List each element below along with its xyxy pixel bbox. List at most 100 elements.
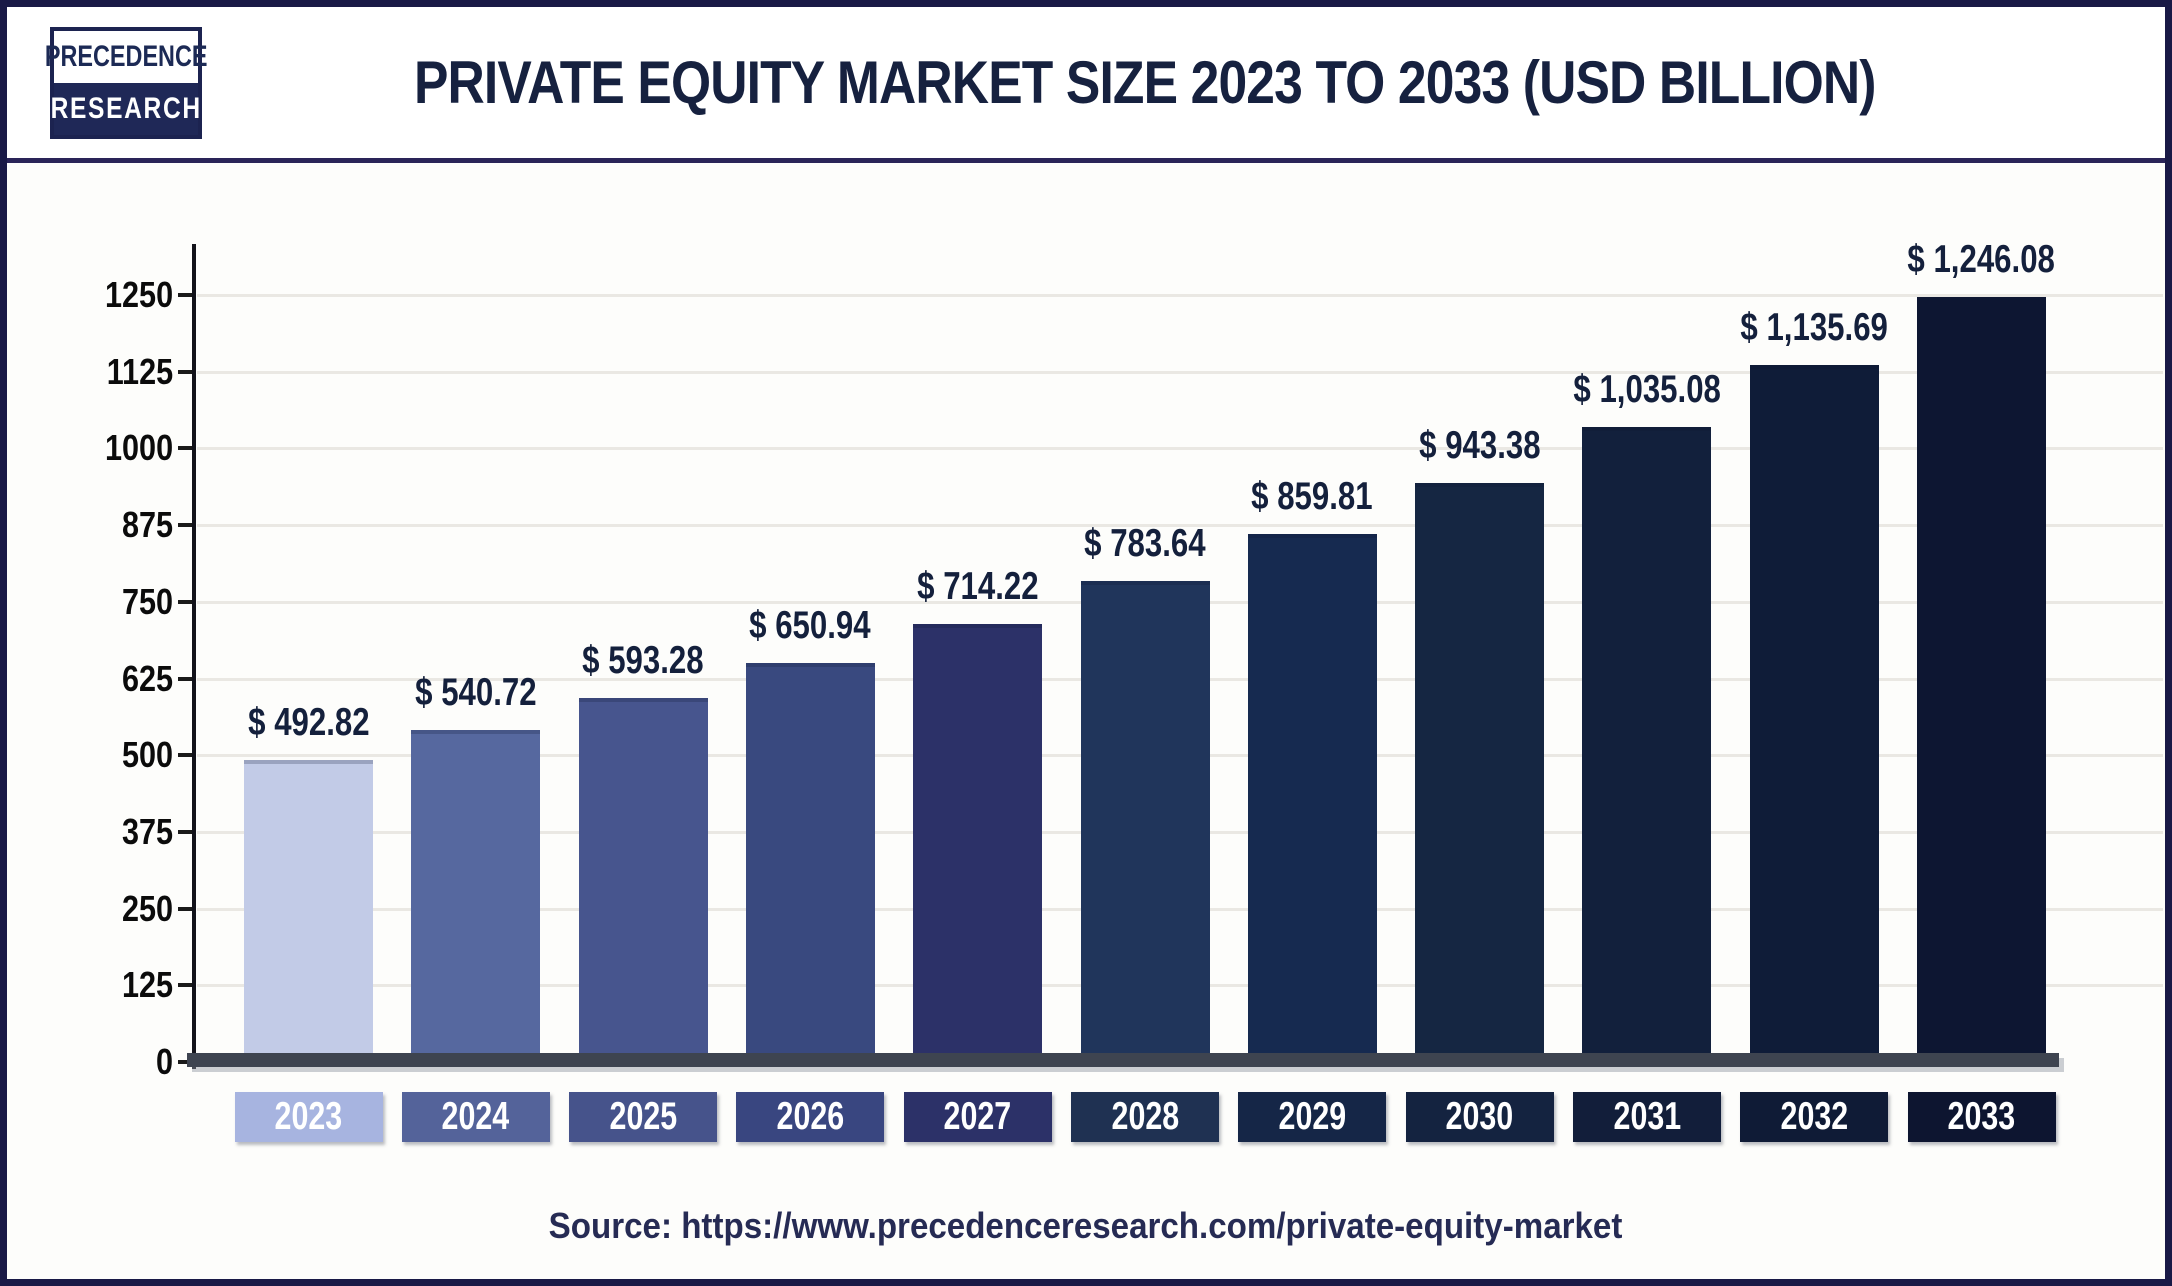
y-axis-tick-value: 1000 — [104, 427, 173, 469]
bar-2033 — [1917, 297, 2046, 1062]
x-axis-year-box-2025: 2025 — [569, 1092, 718, 1142]
bar-value-text: $ 492.82 — [247, 700, 370, 744]
y-axis-tick-label: 1125 — [23, 350, 173, 394]
bar-2027 — [913, 623, 1043, 1062]
bar-value-text: $ 783.64 — [1084, 522, 1206, 566]
y-axis-tickmark-125 — [178, 983, 193, 988]
bar-value-text: $ 1,246.08 — [1907, 238, 2056, 282]
header: PRECEDENCE RESEARCH PRIVATE EQUITY MARKE… — [7, 7, 2165, 163]
gridline-1000 — [197, 447, 2163, 451]
bar-2024 — [411, 730, 541, 1062]
bar-value-label: $ 492.82 — [99, 700, 519, 746]
bar-2025 — [578, 698, 708, 1062]
y-axis-tickmark-500 — [178, 753, 193, 758]
x-axis-year-label: 2025 — [609, 1095, 677, 1138]
y-axis-tick-value: 625 — [121, 657, 173, 699]
logo-word-precedence: PRECEDENCE — [44, 40, 208, 73]
bar-value-text: $ 943.38 — [1418, 424, 1541, 468]
x-axis-year-label: 2033 — [1947, 1095, 2016, 1138]
bar-value-text: $ 1,135.69 — [1740, 306, 1888, 350]
logo-top-row: PRECEDENCE — [45, 31, 207, 83]
bar-value-label: $ 650.94 — [600, 603, 1020, 649]
y-axis-tick-label: 875 — [23, 503, 173, 547]
y-axis-tick-label: 375 — [23, 810, 173, 854]
page-title: PRIVATE EQUITY MARKET SIZE 2023 TO 2033 … — [414, 49, 1876, 116]
y-axis-tickmark-375 — [178, 829, 193, 834]
x-axis-year-box-2028: 2028 — [1071, 1092, 1219, 1142]
y-axis-tick-value: 500 — [121, 734, 173, 776]
y-axis-tick-value: 125 — [121, 964, 173, 1006]
y-axis-tick-label: 0 — [23, 1040, 173, 1084]
bar-2028 — [1080, 581, 1210, 1062]
bar-value-label: $ 1,035.08 — [1437, 367, 1857, 413]
y-axis-tick-value: 375 — [121, 810, 173, 852]
y-axis-tickmark-875 — [178, 523, 193, 528]
bar-value-text: $ 859.81 — [1251, 475, 1374, 519]
y-axis-tickmark-250 — [178, 906, 193, 911]
y-axis-tickmark-1125 — [178, 369, 193, 374]
page-title-wrap: PRIVATE EQUITY MARKET SIZE 2023 TO 2033 … — [7, 7, 2165, 158]
y-axis-tick-value: 1250 — [104, 274, 173, 315]
gridline-875 — [197, 524, 2163, 528]
bar-value-text: $ 1,035.08 — [1573, 367, 1721, 411]
x-axis-year-box-2032: 2032 — [1740, 1092, 1889, 1142]
x-axis-year-label: 2023 — [274, 1095, 343, 1138]
x-axis-year-label: 2030 — [1445, 1095, 1514, 1138]
x-axis-year-label: 2032 — [1780, 1095, 1849, 1138]
x-axis-year-label: 2027 — [943, 1095, 1012, 1138]
y-axis-tick-value: 750 — [121, 580, 173, 622]
x-axis-year-label: 2031 — [1613, 1095, 1681, 1138]
bar-value-text: $ 593.28 — [582, 639, 704, 682]
x-axis-year-box-2027: 2027 — [903, 1092, 1052, 1142]
x-axis-year-box-2024: 2024 — [401, 1092, 550, 1142]
y-axis-tick-value: 250 — [121, 887, 173, 929]
gridline-1125 — [197, 370, 2163, 374]
gridline-1250 — [197, 294, 2163, 297]
bar-value-text: $ 540.72 — [415, 671, 537, 715]
y-axis-tick-value: 1125 — [106, 350, 173, 392]
y-axis-tick-label: 625 — [23, 657, 173, 701]
x-axis-year-box-2023: 2023 — [234, 1092, 383, 1142]
y-axis-tick-label: 500 — [23, 733, 173, 777]
logo-bottom-row: RESEARCH — [50, 83, 200, 135]
y-axis-tick-label: 1000 — [23, 426, 173, 470]
x-axis-year-box-2031: 2031 — [1572, 1092, 1721, 1142]
bar-2023 — [244, 759, 373, 1062]
bar-value-label: $ 540.72 — [266, 670, 686, 716]
y-axis-tick-label: 750 — [23, 580, 173, 624]
bar-2031 — [1582, 426, 1712, 1062]
bar-2026 — [745, 662, 875, 1062]
bar-value-label: $ 1,246.08 — [1772, 237, 2166, 283]
y-axis-tick-value: 0 — [155, 1041, 173, 1082]
x-axis-year-label: 2024 — [441, 1095, 510, 1138]
x-axis-year-box-2033: 2033 — [1907, 1092, 2056, 1142]
x-axis-year-label: 2029 — [1278, 1095, 1347, 1138]
y-axis-tickmark-1000 — [178, 446, 193, 451]
y-axis-tick-label: 1250 — [23, 273, 173, 317]
logo-word-research: RESEARCH — [50, 92, 202, 125]
bar-value-label: $ 593.28 — [433, 638, 853, 684]
y-axis-line — [192, 244, 196, 1069]
x-axis-baseline — [187, 1053, 2059, 1067]
y-axis-tick-label: 250 — [23, 887, 173, 931]
bar-2030 — [1415, 483, 1545, 1062]
bar-value-text: $ 714.22 — [916, 564, 1039, 608]
x-axis-year-box-2030: 2030 — [1405, 1092, 1554, 1142]
bar-value-label: $ 943.38 — [1270, 423, 1690, 469]
y-axis-tick-label: 125 — [23, 963, 173, 1007]
bar-value-label: $ 859.81 — [1102, 474, 1522, 520]
bar-value-label: $ 1,135.69 — [1604, 305, 2024, 351]
y-axis-tickmark-1250 — [178, 293, 193, 297]
source-line: Source: https://www.precedenceresearch.c… — [7, 1205, 2165, 1247]
x-axis-year-label: 2026 — [776, 1095, 845, 1138]
x-axis-year-box-2029: 2029 — [1238, 1092, 1387, 1142]
y-axis-tickmark-750 — [178, 599, 193, 604]
y-axis-tickmark-625 — [178, 676, 193, 681]
source-text: Source: https://www.precedenceresearch.c… — [549, 1205, 1623, 1246]
bar-value-text: $ 650.94 — [749, 603, 872, 647]
bar-2029 — [1247, 534, 1377, 1062]
precedence-research-logo: PRECEDENCE RESEARCH — [45, 27, 207, 139]
y-axis-tickmark-0 — [178, 1060, 193, 1064]
x-axis-year-label: 2028 — [1111, 1095, 1179, 1138]
